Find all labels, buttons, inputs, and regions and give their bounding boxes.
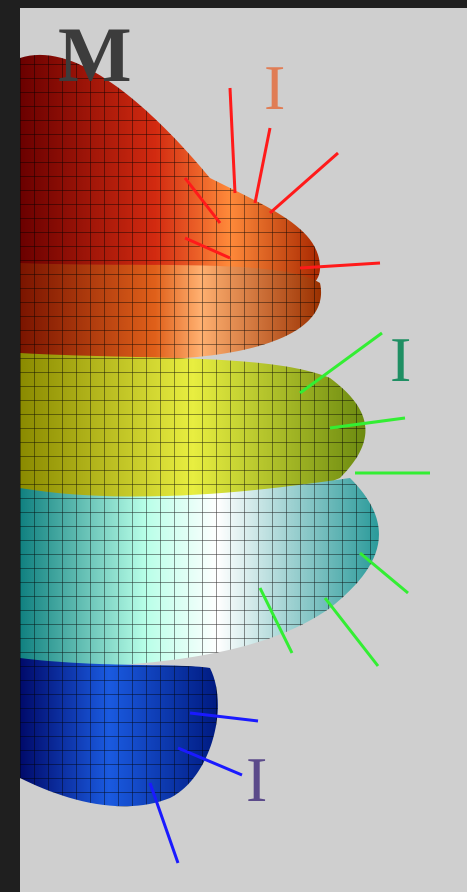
blue-spikes (148, 711, 259, 864)
figure-panel: M I I I (20, 8, 467, 892)
lower-marker-label: I (246, 744, 268, 815)
red-spikes (183, 87, 381, 270)
middle-marker-label: I (390, 324, 412, 395)
top-letter-label: M (58, 11, 132, 98)
upper-marker-label: I (264, 52, 286, 123)
green-spikes (258, 331, 430, 667)
mesh-surface-icon (20, 54, 430, 864)
